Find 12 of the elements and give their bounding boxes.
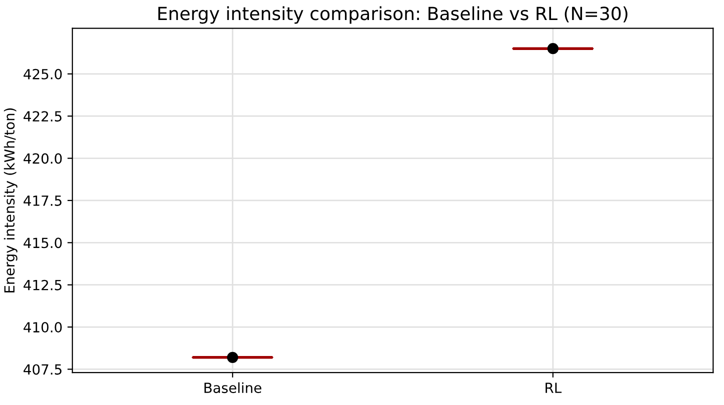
y-tick-label: 425.0: [24, 68, 62, 80]
y-tick-label: 407.5: [24, 364, 62, 375]
y-axis-title: Energy intensity (kWh/ton): [4, 108, 18, 292]
y-tick-label: 422.5: [24, 111, 62, 122]
y-tick-label: 410.0: [24, 322, 62, 333]
x-tick-label: RL: [546, 382, 562, 393]
chart-title: Energy intensity comparison: Baseline vs RL (N=30): [158, 6, 628, 24]
y-tick-label: 412.5: [24, 280, 62, 290]
x-tick-label: Baseline: [204, 382, 262, 394]
y-tick-label: 415.0: [24, 238, 62, 248]
y-tick-label: 420.0: [24, 153, 62, 164]
y-tick-label: 417.5: [24, 196, 62, 206]
